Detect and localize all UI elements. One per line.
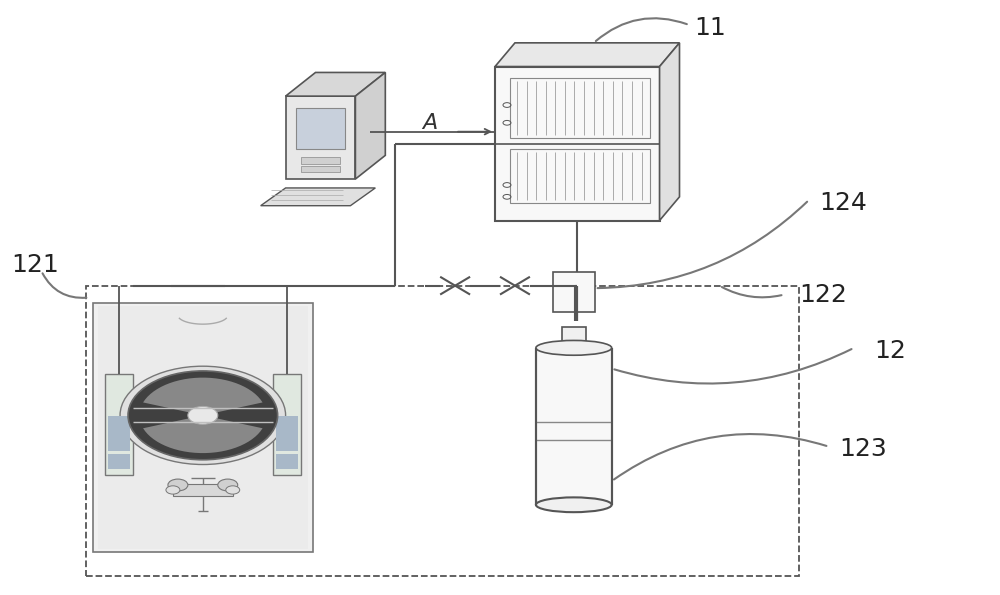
- Bar: [98, 306, 308, 549]
- Text: 121: 121: [11, 253, 59, 277]
- Circle shape: [226, 486, 240, 494]
- Bar: [510, 79, 650, 137]
- Circle shape: [166, 486, 180, 494]
- Circle shape: [218, 479, 238, 491]
- Polygon shape: [286, 73, 385, 96]
- Circle shape: [120, 366, 286, 465]
- Bar: [553, 272, 595, 312]
- Text: 123: 123: [839, 437, 887, 461]
- Polygon shape: [355, 73, 385, 179]
- Bar: [495, 67, 660, 221]
- Ellipse shape: [536, 340, 612, 355]
- Bar: [301, 166, 340, 172]
- Bar: [173, 484, 233, 496]
- Text: 11: 11: [694, 16, 726, 40]
- Bar: [276, 455, 298, 469]
- Polygon shape: [143, 378, 263, 415]
- Bar: [536, 348, 612, 505]
- Bar: [510, 149, 650, 203]
- Ellipse shape: [536, 497, 612, 512]
- Bar: [301, 157, 340, 164]
- Text: 12: 12: [874, 339, 906, 363]
- Circle shape: [128, 371, 278, 460]
- Polygon shape: [495, 43, 680, 67]
- Bar: [108, 416, 130, 452]
- Polygon shape: [286, 96, 355, 179]
- Bar: [296, 108, 345, 149]
- Bar: [276, 416, 298, 452]
- Circle shape: [168, 479, 188, 491]
- Polygon shape: [143, 415, 263, 453]
- Bar: [105, 374, 133, 475]
- Text: 122: 122: [799, 283, 847, 306]
- Bar: [273, 374, 301, 475]
- Text: 124: 124: [819, 191, 867, 215]
- Bar: [93, 303, 313, 552]
- Bar: [86, 286, 799, 576]
- Bar: [108, 455, 130, 469]
- Polygon shape: [660, 43, 680, 221]
- Bar: [562, 327, 586, 348]
- Circle shape: [188, 406, 218, 424]
- Text: A: A: [423, 113, 438, 133]
- Polygon shape: [261, 188, 375, 206]
